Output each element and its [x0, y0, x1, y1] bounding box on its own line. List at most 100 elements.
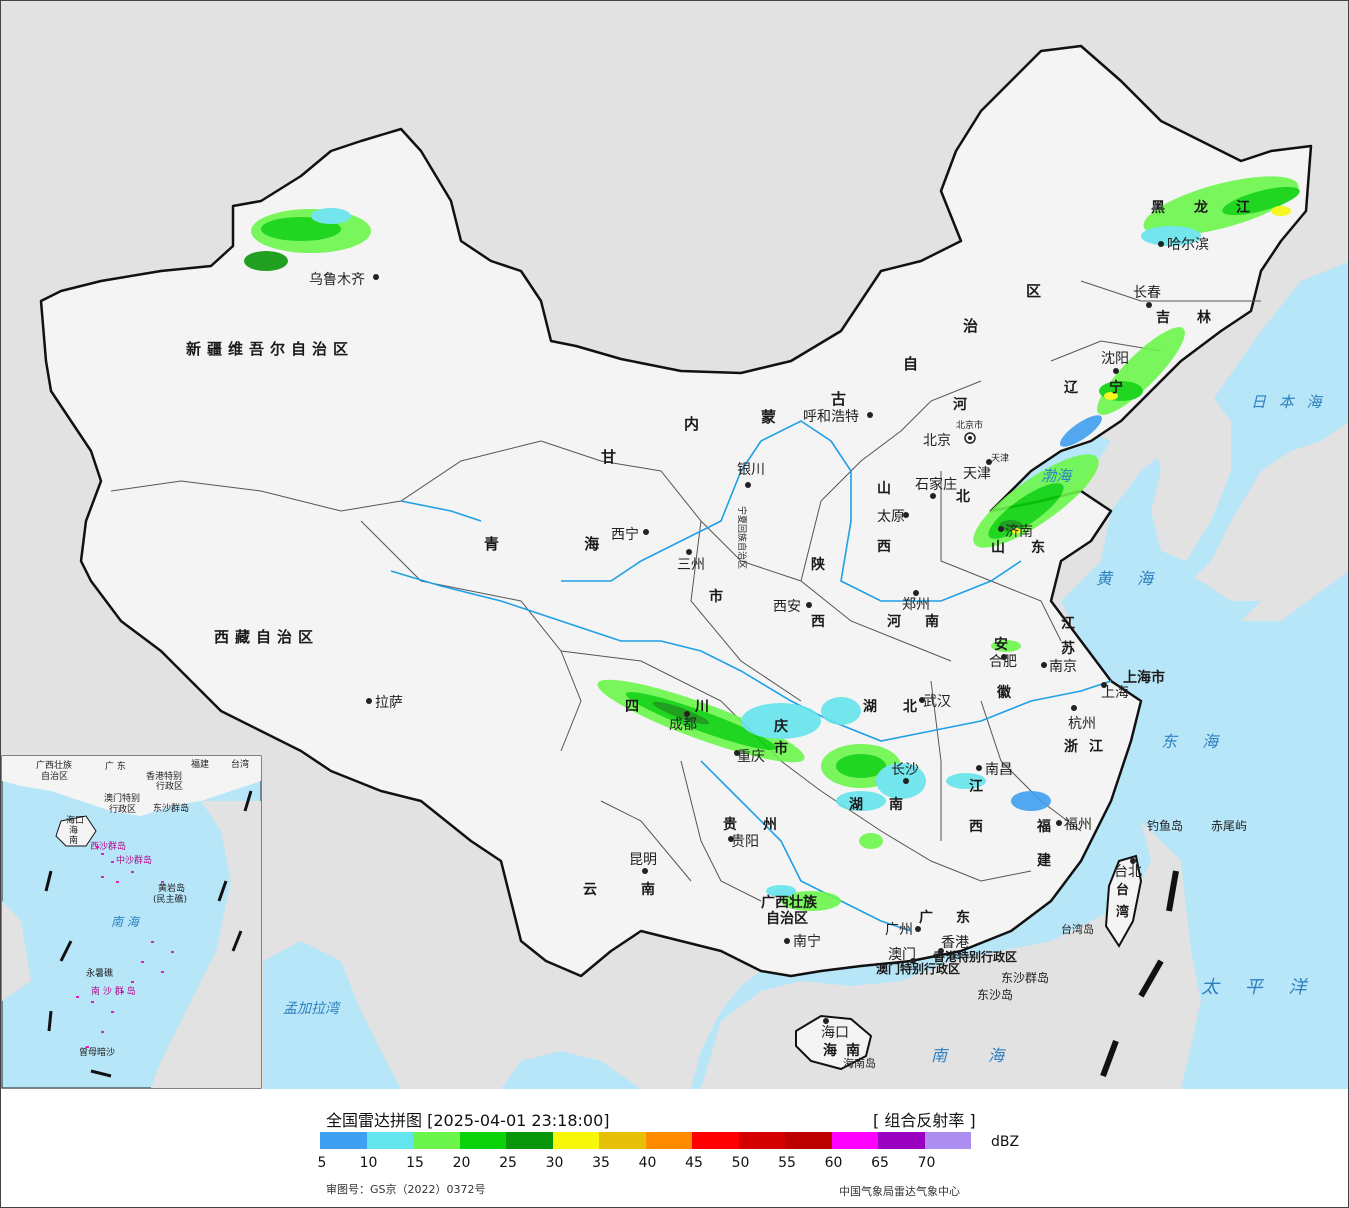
inset-hk: 香港特别	[146, 770, 182, 782]
label-nmg-1: 内	[684, 415, 699, 433]
south-china-sea-inset	[1, 755, 262, 1089]
legend-unit: dBZ	[991, 1134, 1020, 1150]
label-beijing-small: 北京市	[956, 419, 983, 431]
color-bar-tick: 45	[685, 1155, 703, 1171]
label-cq-4: 市	[774, 740, 788, 757]
color-bar-swatch	[785, 1132, 832, 1149]
color-bar-swatch	[738, 1132, 785, 1149]
taiwan-island	[1104, 854, 1143, 948]
legend-panel: 全国雷达拼图 [2025-04-01 23:18:00] [ 组合反射率 ] 5…	[1, 1089, 1348, 1207]
label-shanxi-1: 山	[877, 481, 891, 497]
inset-haikou: 海口	[66, 814, 84, 826]
color-bar-tick: 5	[317, 1155, 327, 1171]
color-bar-tick: 70	[917, 1155, 936, 1171]
city-guangzhou: 广州	[885, 922, 913, 938]
label-tw-1: 台	[1116, 882, 1129, 898]
island-dongsha2: 东沙岛	[977, 987, 1013, 1002]
label-shaanxi-1: 陕	[811, 556, 825, 573]
city-urumqi: 乌鲁木齐	[309, 272, 365, 288]
inset-huangyan: 黄岩岛	[158, 882, 185, 894]
color-bar-swatch	[599, 1132, 646, 1149]
label-hubei-2: 北	[903, 699, 917, 715]
inset-taiwan: 台湾	[231, 758, 249, 770]
inset-macau: 澳门特别	[104, 792, 140, 804]
city-macau: 澳门	[888, 947, 916, 963]
color-bar-swatch	[552, 1132, 599, 1149]
city-taiyuan: 太原	[877, 509, 905, 525]
label-shanghai-shi: 上海市	[1123, 669, 1165, 686]
inset-hainan2: 南	[69, 834, 78, 846]
rivers	[390, 420, 1112, 932]
island-diaoyu: 钓鱼岛	[1147, 818, 1183, 833]
map-approval-number: 审图号：GS京（2022）0372号	[326, 1183, 486, 1196]
sea-bengal: 孟加拉湾	[283, 1001, 341, 1017]
label-gd-2: 东	[956, 909, 970, 926]
inset-zhongsha: 中沙群岛	[116, 854, 152, 866]
china-landmass	[39, 44, 1313, 978]
inset-nansha: 南 沙 群 岛	[91, 985, 136, 997]
inset-zengmu: 曾母暗沙	[79, 1046, 115, 1058]
legend-product: [ 组合反射率 ]	[873, 1111, 976, 1130]
label-tianjin-small: 天津	[991, 453, 1009, 464]
inset-guangxi: 广西壮族	[36, 759, 72, 771]
sea-japan: 日 本 海	[1251, 393, 1326, 411]
color-bar-tick: 50	[731, 1155, 750, 1171]
radar-echoes	[244, 176, 1300, 911]
color-bar-swatch	[692, 1132, 739, 1149]
inset-xisha: 西沙群岛	[90, 840, 126, 852]
label-sd-1: 山	[991, 540, 1005, 556]
color-bar-swatch	[320, 1132, 367, 1149]
label-hunan-1: 湖	[849, 797, 863, 813]
label-shaanxi-2: 西	[811, 614, 825, 630]
city-nanchang: 南昌	[985, 762, 1013, 778]
label-nmg-3: 古	[831, 390, 846, 408]
color-bar-swatch	[645, 1132, 692, 1149]
city-changchun: 长春	[1133, 285, 1161, 301]
label-ah-2: 徽	[996, 684, 1012, 701]
color-bar-swatch	[831, 1132, 878, 1149]
inset-guangdong: 广 东	[105, 760, 126, 772]
label-hlj-2: 龙	[1193, 199, 1208, 216]
label-gansu: 甘	[601, 448, 616, 466]
label-hainan-1: 海	[823, 1042, 837, 1059]
label-hk-sar: 香港特别行政区	[932, 949, 1017, 964]
label-gz-1: 贵	[723, 816, 737, 833]
label-lz-shi: 市	[709, 588, 723, 605]
label-hainan-2: 南	[846, 1042, 860, 1059]
label-hebei-2: 北	[956, 489, 970, 505]
city-hongkong: 香港	[941, 935, 969, 951]
island-hainan: 海南岛	[843, 1056, 876, 1070]
label-ln-1: 辽	[1064, 380, 1079, 396]
city-xining: 西宁	[611, 526, 639, 543]
color-bar-swatch	[413, 1132, 460, 1149]
label-fj-1: 福	[1036, 818, 1051, 835]
color-bar-tick: 35	[592, 1155, 610, 1171]
label-yn-1: 云	[583, 882, 597, 898]
korean-peninsula	[1151, 381, 1231, 561]
city-shijiazhuang: 石家庄	[915, 476, 957, 493]
label-mo-sar: 澳门特别行政区	[876, 961, 960, 976]
color-bar-tick: 10	[359, 1155, 378, 1171]
city-hangzhou: 杭州	[1068, 716, 1096, 732]
color-bar-swatch	[366, 1132, 413, 1149]
label-ningxia: 宁夏回族自治区	[736, 506, 748, 569]
color-bar-swatch	[506, 1132, 553, 1149]
city-kunming: 昆明	[629, 852, 657, 868]
sea-yellow: 黄 海	[1096, 569, 1163, 588]
color-bar-tick: 60	[824, 1155, 843, 1171]
city-yinchuan: 银川	[737, 462, 765, 478]
inset-nanhai: 南 海	[111, 915, 141, 929]
city-shanghai: 上海	[1101, 685, 1129, 701]
label-hlj-1: 黑	[1151, 200, 1165, 216]
city-taibei: 台北	[1114, 864, 1142, 880]
island-dongsha: 东沙群岛	[1001, 970, 1049, 985]
city-hefei: 合肥	[989, 654, 1017, 670]
color-bar-swatch	[878, 1132, 925, 1149]
city-zhengzhou: 郑州	[902, 597, 930, 613]
color-bar-tick: 65	[871, 1155, 889, 1171]
city-lhasa: 拉萨	[375, 695, 403, 711]
city-chengdu: 成都	[669, 717, 697, 733]
label-js-1: 江	[1061, 615, 1075, 632]
city-changsha: 长沙	[891, 762, 919, 778]
label-zj-2: 江	[1089, 738, 1103, 755]
